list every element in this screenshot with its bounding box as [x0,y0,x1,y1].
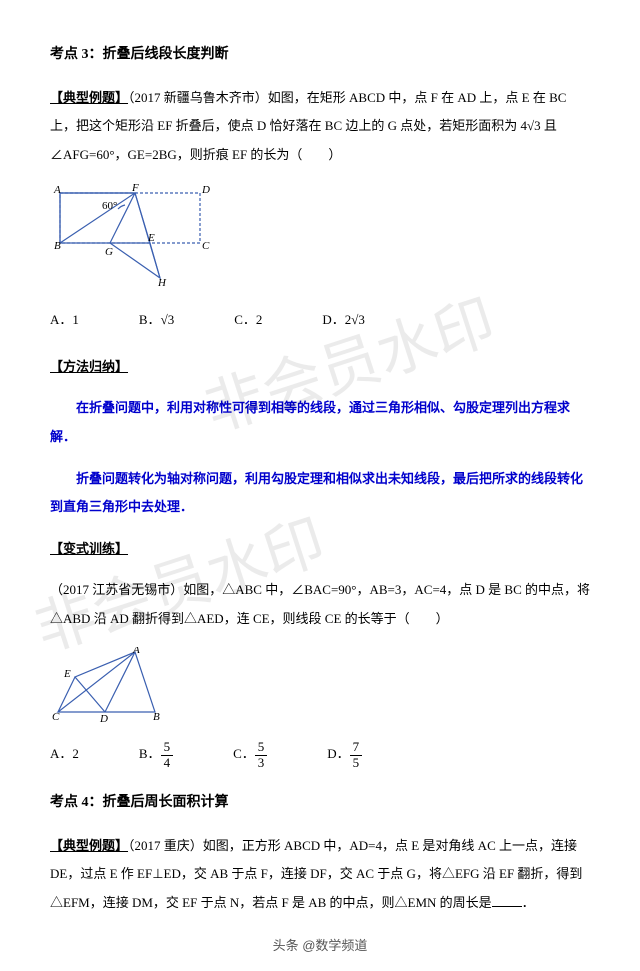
svg-text:D: D [99,713,108,722]
svg-text:A: A [132,647,140,656]
svg-text:C: C [202,240,210,252]
choice-A: A．1 [50,306,79,335]
svg-text:H: H [157,277,167,288]
vchoice-D: D．75 [327,740,362,770]
example-label: 【典型例题】 [50,90,128,105]
svg-text:C: C [52,711,60,722]
vchoice-C: C．53 [233,740,267,770]
svg-text:60°: 60° [102,200,117,212]
svg-text:B: B [153,711,160,722]
example-3-text: 【典型例题】（2017 新疆乌鲁木齐市）如图，在矩形 ABCD 中，点 F 在 … [50,84,590,170]
svg-text:A: A [53,184,61,196]
choice-C: C．2 [234,306,262,335]
choices-variant: A．2 B．54 C．53 D．75 [50,740,590,770]
section-3-title: 考点 3：折叠后线段长度判断 [50,40,590,71]
choices-3: A．1 B．√3 C．2 D．2√3 [50,306,590,335]
svg-text:D: D [201,184,210,196]
variant-label: 【变式训练】 [50,535,590,564]
method-p2: 折叠问题转化为轴对称问题，利用勾股定理和相似求出未知线段，最后把所求的线段转化到… [50,465,590,522]
vchoice-B: B．54 [139,740,173,770]
method-label: 【方法归纳】 [50,353,590,382]
method-p1: 在折叠问题中，利用对称性可得到相等的线段，通过三角形相似、勾股定理列出方程求解． [50,394,590,451]
example-label-4: 【典型例题】 [50,838,128,853]
choice-B: B．√3 [139,306,174,335]
choice-D: D．2√3 [322,306,365,335]
section-4-title: 考点 4：折叠后周长面积计算 [50,788,590,819]
figure-1: A F D B G E C H 60° [50,183,590,299]
svg-text:F: F [131,183,139,194]
example-4-text: 【典型例题】（2017 重庆）如图，正方形 ABCD 中，AD=4，点 E 是对… [50,832,590,918]
variant-text: （2017 江苏省无锡市）如图，△ABC 中，∠BAC=90°，AB=3，AC=… [50,576,590,633]
footer: 头条 @数学频道 [273,932,368,961]
svg-text:B: B [54,240,61,252]
vchoice-A: A．2 [50,740,79,770]
svg-text:E: E [147,232,155,244]
svg-text:G: G [105,246,113,258]
svg-text:E: E [63,668,71,680]
figure-2: A E C D B [50,647,590,733]
